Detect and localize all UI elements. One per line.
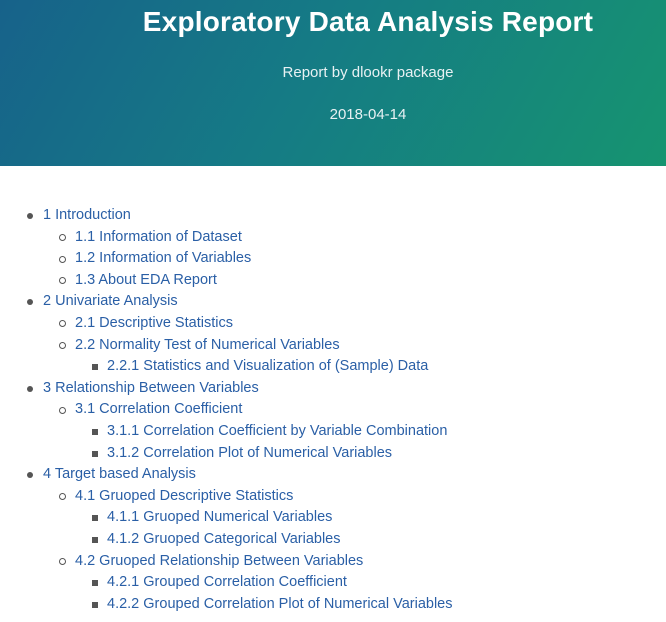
toc-link[interactable]: 3.1.1 Correlation Coefficient by Variabl…	[107, 422, 448, 439]
disc-bullet-icon	[27, 213, 33, 219]
toc-link[interactable]: 2.1 Descriptive Statistics	[75, 314, 233, 331]
toc-item[interactable]: 2 Univariate Analysis	[0, 291, 666, 313]
disc-bullet-icon	[27, 472, 33, 479]
square-bullet-icon	[92, 580, 98, 587]
toc-item[interactable]: 4.1.2 Gruoped Categorical Variables	[0, 529, 666, 551]
toc-link[interactable]: 4.2.1 Grouped Correlation Coefficient	[107, 574, 347, 591]
toc-link[interactable]: 4.2.2 Grouped Correlation Plot of Numeri…	[107, 595, 453, 612]
report-title: Exploratory Data Analysis Report	[142, 6, 594, 37]
square-bullet-icon	[92, 428, 98, 435]
toc-item[interactable]: 2.2.1 Statistics and Visualization of (S…	[0, 356, 666, 378]
toc-item[interactable]: 2.2 Normality Test of Numerical Variable…	[0, 335, 666, 357]
circle-bullet-icon	[59, 406, 66, 414]
toc-item[interactable]: 4.2.2 Grouped Correlation Plot of Numeri…	[0, 594, 666, 616]
circle-bullet-icon	[59, 558, 66, 565]
toc-link[interactable]: 4.1 Gruoped Descriptive Statistics	[75, 487, 294, 504]
table-of-contents: 1 Introduction 1.1 Information of Datase…	[0, 205, 666, 615]
toc-item[interactable]: 1 Introduction	[0, 205, 666, 227]
toc-item[interactable]: 4.1.1 Gruoped Numerical Variables	[0, 507, 666, 529]
disc-bullet-icon	[27, 385, 33, 392]
toc-item[interactable]: 1.2 Information of Variables	[0, 248, 666, 270]
toc-link[interactable]: 4 Target based Analysis	[43, 466, 196, 483]
toc-link[interactable]: 3.1.2 Correlation Plot of Numerical Vari…	[107, 444, 393, 461]
toc-item[interactable]: 4 Target based Analysis	[0, 464, 666, 486]
toc-link[interactable]: 1.2 Information of Variables	[75, 250, 252, 267]
circle-bullet-icon	[59, 234, 66, 242]
toc-link[interactable]: 4.1.2 Gruoped Categorical Variables	[107, 530, 341, 547]
toc-item[interactable]: 3.1.2 Correlation Plot of Numerical Vari…	[0, 443, 666, 465]
toc-link[interactable]: 4.2 Gruoped Relationship Between Variabl…	[75, 552, 364, 569]
toc-link[interactable]: 2 Univariate Analysis	[43, 293, 178, 310]
square-bullet-icon	[92, 364, 98, 371]
toc-item[interactable]: 4.2.1 Grouped Correlation Coefficient	[0, 572, 666, 594]
toc-link[interactable]: 2.2 Normality Test of Numerical Variable…	[75, 336, 340, 353]
toc-item[interactable]: 4.2 Gruoped Relationship Between Variabl…	[0, 551, 666, 573]
square-bullet-icon	[92, 536, 98, 543]
toc-link[interactable]: 1 Introduction	[43, 207, 131, 223]
circle-bullet-icon	[59, 342, 66, 350]
toc-item[interactable]: 3 Relationship Between Variables	[0, 378, 666, 400]
disc-bullet-icon	[27, 299, 33, 306]
toc-link[interactable]: 3 Relationship Between Variables	[43, 379, 259, 396]
circle-bullet-icon	[59, 277, 66, 285]
report-header: Exploratory Data Analysis Report Report …	[0, 0, 666, 166]
toc-item[interactable]: 1.1 Information of Dataset	[0, 227, 666, 249]
square-bullet-icon	[92, 450, 98, 457]
circle-bullet-icon	[59, 320, 66, 328]
report-subtitle: Report by dlookr package	[282, 64, 454, 81]
toc-item[interactable]: 2.1 Descriptive Statistics	[0, 313, 666, 335]
toc-link[interactable]: 3.1 Correlation Coefficient	[75, 401, 243, 418]
toc-link[interactable]: 1.1 Information of Dataset	[75, 228, 242, 245]
toc-item[interactable]: 3.1.1 Correlation Coefficient by Variabl…	[0, 421, 666, 443]
report-date: 2018-04-14	[329, 106, 407, 123]
toc-item[interactable]: 4.1 Gruoped Descriptive Statistics	[0, 486, 666, 508]
square-bullet-icon	[92, 515, 98, 522]
toc-item[interactable]: 3.1 Correlation Coefficient	[0, 399, 666, 421]
toc-link[interactable]: 1.3 About EDA Report	[75, 271, 217, 288]
circle-bullet-icon	[59, 255, 66, 263]
toc-link[interactable]: 2.2.1 Statistics and Visualization of (S…	[107, 358, 429, 375]
toc-link[interactable]: 4.1.1 Gruoped Numerical Variables	[107, 509, 333, 526]
toc-item[interactable]: 1.3 About EDA Report	[0, 270, 666, 292]
circle-bullet-icon	[59, 493, 66, 501]
square-bullet-icon	[92, 601, 98, 608]
